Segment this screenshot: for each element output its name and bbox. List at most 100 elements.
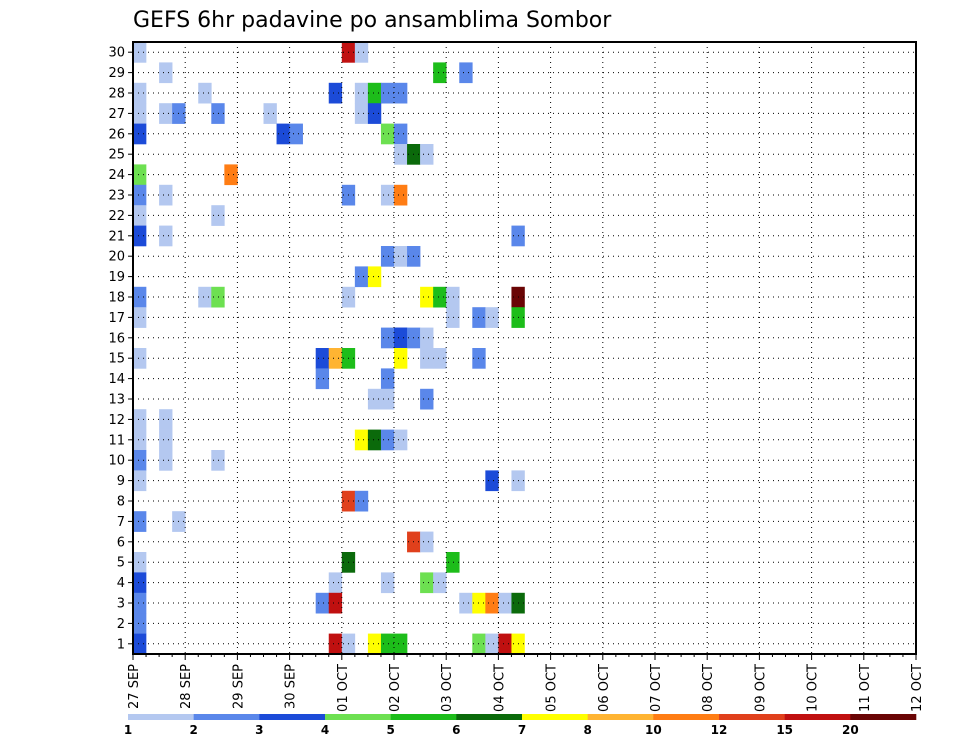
legend-swatch xyxy=(456,714,523,720)
legend-label: 4 xyxy=(321,723,329,737)
cell-member-11-step-19 xyxy=(380,429,395,451)
cell-member-28-step-15 xyxy=(328,82,343,104)
cell-member-5-step-0 xyxy=(133,552,147,573)
y-tick-label: 13 xyxy=(108,393,125,408)
x-tick-label: 08 OCT xyxy=(701,664,716,712)
cell-member-2-step-0 xyxy=(133,613,147,634)
legend-label: 6 xyxy=(452,723,460,737)
cell-member-14-step-19 xyxy=(380,368,395,390)
cell-member-22-step-6 xyxy=(211,205,225,226)
legend-swatch xyxy=(522,714,588,720)
y-tick-label: 16 xyxy=(108,331,125,346)
y-tick-label: 12 xyxy=(108,413,125,428)
cell-member-18-step-23 xyxy=(433,286,447,308)
cell-member-28-step-19 xyxy=(380,82,395,104)
y-tick-label: 3 xyxy=(117,597,125,612)
x-tick-label: 07 OCT xyxy=(649,664,664,712)
cell-member-15-step-15 xyxy=(328,348,343,369)
cell-member-16-step-20 xyxy=(394,327,408,349)
cell-member-29-step-23 xyxy=(433,62,447,84)
cell-member-13-step-18 xyxy=(367,388,382,410)
y-tick-label: 8 xyxy=(117,495,125,510)
x-tick-label: 02 OCT xyxy=(388,664,403,712)
y-tick-label: 1 xyxy=(117,637,125,652)
x-tick-label: 09 OCT xyxy=(753,664,768,712)
cell-member-18-step-6 xyxy=(211,286,225,308)
cell-member-24-step-0 xyxy=(133,164,147,186)
legend-swatch xyxy=(653,714,720,720)
cell-member-3-step-27 xyxy=(485,592,499,614)
cell-member-1-step-0 xyxy=(133,633,147,655)
cell-member-24-step-7 xyxy=(224,164,238,186)
cell-member-17-step-0 xyxy=(133,307,147,328)
legend-swatch xyxy=(325,714,391,720)
legend-label: 2 xyxy=(189,723,197,737)
cell-member-23-step-0 xyxy=(133,184,147,206)
cell-member-26-step-20 xyxy=(394,123,408,145)
cell-member-19-step-18 xyxy=(367,266,382,288)
cell-member-1-step-28 xyxy=(498,633,512,655)
y-tick-label: 4 xyxy=(117,576,125,591)
cell-member-10-step-0 xyxy=(133,450,147,471)
cell-member-27-step-6 xyxy=(211,103,225,124)
cell-member-28-step-0 xyxy=(133,82,147,104)
y-tick-label: 19 xyxy=(108,270,125,285)
cell-member-15-step-22 xyxy=(420,348,434,369)
cell-member-9-step-0 xyxy=(133,470,147,492)
cell-member-18-step-0 xyxy=(133,286,147,308)
legend-swatch xyxy=(128,714,194,720)
cell-member-28-step-18 xyxy=(367,82,382,104)
x-tick-label: 30 SEP xyxy=(284,664,299,709)
legend-label: 5 xyxy=(386,723,394,737)
x-tick-label: 10 OCT xyxy=(806,664,821,712)
cell-member-27-step-18 xyxy=(367,103,382,124)
cell-member-26-step-12 xyxy=(289,123,303,145)
cell-member-23-step-2 xyxy=(159,184,173,206)
x-tick-label: 29 SEP xyxy=(231,664,246,709)
cell-member-14-step-14 xyxy=(315,368,330,390)
cell-member-29-step-2 xyxy=(159,62,173,84)
y-tick-label: 21 xyxy=(108,229,125,244)
cell-member-28-step-5 xyxy=(198,82,212,104)
cell-member-25-step-22 xyxy=(420,144,434,165)
cell-member-3-step-14 xyxy=(315,592,330,614)
y-tick-label: 18 xyxy=(108,291,125,306)
cell-member-11-step-2 xyxy=(159,429,173,451)
dotted-grid xyxy=(133,42,916,654)
cell-member-15-step-23 xyxy=(433,348,447,369)
legend: 1 2 3 4 5 6 7 8 10 12 15 20 xyxy=(124,714,917,737)
cell-member-27-step-0 xyxy=(133,103,147,124)
y-tick-label: 26 xyxy=(108,127,125,142)
cell-member-26-step-0 xyxy=(133,123,147,145)
cell-member-11-step-18 xyxy=(367,429,382,451)
cell-member-20-step-20 xyxy=(394,246,408,267)
cell-member-18-step-5 xyxy=(198,286,212,308)
cell-member-23-step-20 xyxy=(394,184,408,206)
cell-member-5-step-24 xyxy=(446,552,460,573)
cell-member-30-step-0 xyxy=(133,42,147,63)
x-tick-label: 11 OCT xyxy=(858,664,873,712)
y-tick-label: 7 xyxy=(117,515,125,530)
y-tick-label: 14 xyxy=(108,372,125,387)
y-tick-label: 17 xyxy=(108,311,125,326)
cell-member-18-step-22 xyxy=(420,286,434,308)
y-tick-label: 2 xyxy=(117,617,125,632)
cell-member-9-step-27 xyxy=(485,470,499,492)
x-tick-label: 04 OCT xyxy=(492,664,507,712)
cell-member-13-step-22 xyxy=(420,388,434,410)
y-tick-label: 6 xyxy=(117,535,125,550)
cell-member-4-step-15 xyxy=(328,572,343,594)
cell-member-3-step-0 xyxy=(133,592,147,614)
x-tick-label: 12 OCT xyxy=(910,664,925,712)
x-tick-label: 01 OCT xyxy=(336,664,351,712)
legend-swatch xyxy=(850,714,917,720)
x-tick-label: 28 SEP xyxy=(179,664,194,709)
cell-member-1-step-20 xyxy=(394,633,408,655)
cell-member-3-step-25 xyxy=(459,592,473,614)
cell-member-12-step-2 xyxy=(159,409,173,430)
y-tick-label: 24 xyxy=(108,168,125,183)
cell-member-4-step-22 xyxy=(420,572,434,594)
cell-member-21-step-2 xyxy=(159,225,173,247)
cell-member-25-step-20 xyxy=(394,144,408,165)
